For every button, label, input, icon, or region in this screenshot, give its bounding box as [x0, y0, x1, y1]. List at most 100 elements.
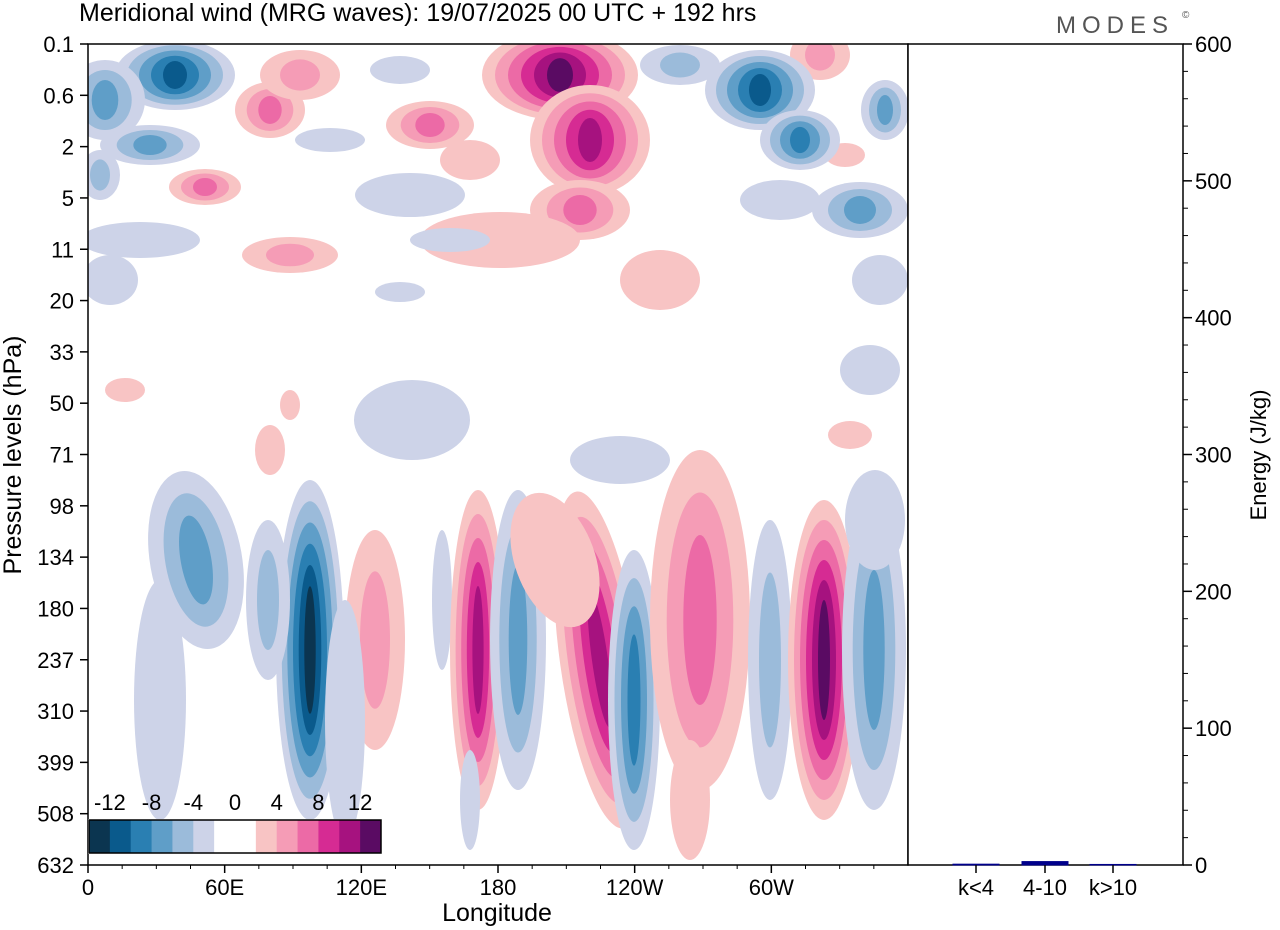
- colorbar-swatch: [130, 820, 153, 853]
- colorbar-swatch: [297, 820, 319, 853]
- figure-title: Meridional wind (MRG waves): 19/07/2025 …: [79, 0, 756, 27]
- energy-category-label: k>10: [1089, 875, 1137, 900]
- colorbar-label: 4: [271, 790, 283, 815]
- colorbar-swatch: [318, 820, 340, 853]
- y-tick-label: 11: [51, 237, 74, 262]
- contour-negative-region: [163, 61, 187, 89]
- colorbar-swatch: [255, 820, 278, 853]
- contour-positive-region: [587, 592, 613, 728]
- y-tick-label: 134: [37, 545, 74, 570]
- y-tick-label: 180: [37, 596, 74, 621]
- energy-panel: [907, 43, 1184, 866]
- energy-y-tick-label: 400: [1195, 306, 1232, 331]
- contour-negative-region: [840, 345, 900, 395]
- energy-bar: [1021, 861, 1069, 866]
- x-tick-label: 180: [480, 875, 517, 900]
- y-tick-label: 2: [62, 135, 74, 160]
- contour-negative-region: [325, 600, 365, 840]
- y-tick-label: 20: [50, 289, 74, 314]
- energy-y-tick-label: 0: [1195, 853, 1207, 878]
- contour-negative-region: [295, 128, 365, 152]
- contour-positive-region: [360, 571, 390, 709]
- modes-logo-mark: ©: [1182, 10, 1190, 21]
- contour-positive-region: [828, 421, 872, 449]
- colorbar-label: -12: [94, 790, 126, 815]
- contour-negative-region: [354, 380, 470, 460]
- contour-positive-region: [620, 250, 700, 310]
- contour-positive-region: [805, 44, 835, 71]
- contour-positive-region: [105, 378, 145, 402]
- contour-negative-region: [88, 255, 138, 305]
- contour-positive-region: [683, 535, 717, 705]
- colorbar-label: -8: [142, 790, 162, 815]
- colorbar-swatch: [89, 820, 111, 853]
- contour-positive-region: [193, 178, 217, 196]
- contour-negative-region: [877, 95, 893, 125]
- colorbar-label: -4: [184, 790, 204, 815]
- contour-negative-region: [460, 750, 480, 850]
- y-tick-label: 98: [50, 494, 74, 519]
- x-tick-label: 120W: [606, 875, 664, 900]
- contour-positive-region: [7, 700, 23, 820]
- contour-negative-region: [852, 255, 908, 305]
- colorbar-swatch: [276, 820, 299, 853]
- colorbar-swatch: [214, 820, 236, 853]
- contour-positive-region: [255, 425, 285, 475]
- colorbar-label: 0: [229, 790, 241, 815]
- energy-bars: 0 100 200 300 400 500 600 k<4 4-10 k>10: [952, 32, 1232, 900]
- contour-negative-region: [91, 80, 119, 120]
- contour-negative-region: [508, 565, 528, 715]
- contour-positive-region: [578, 118, 602, 162]
- contour-negative-region: [179, 515, 213, 605]
- contour-positive-region: [472, 586, 484, 714]
- y-tick-label: 237: [37, 648, 74, 673]
- x-tick-label: 60W: [749, 875, 794, 900]
- colorbar-label: 12: [348, 790, 372, 815]
- contour-negative-region: [844, 196, 876, 224]
- colorbar-label: 8: [312, 790, 324, 815]
- y-tick-label: 508: [37, 802, 74, 827]
- contour-positive-region: [547, 58, 573, 92]
- contour-positive-region: [818, 600, 830, 720]
- colorbar-swatch: [339, 820, 361, 853]
- colorbar-swatch: [360, 820, 382, 853]
- contour-axes: 0.1 0.6 2 5 11 20 33 50 71 98 134 180 237 310 399 508 63…: [37, 32, 875, 900]
- contour-plot: [0, 44, 908, 865]
- contour-negative-region: [370, 56, 430, 84]
- contour-negative-region: [660, 52, 700, 78]
- x-axis-label: Longitude: [442, 899, 552, 927]
- energy-axis-label: Energy (J/kg): [1246, 390, 1271, 521]
- contour-positive-region: [258, 96, 282, 124]
- colorbar-swatch: [172, 820, 194, 853]
- contour-positive-region: [280, 59, 320, 91]
- energy-y-tick-label: 200: [1195, 579, 1232, 604]
- contour-negative-region: [740, 180, 820, 220]
- contour-negative-region: [845, 470, 905, 570]
- contour-negative-region: [90, 159, 110, 191]
- contour-positive-region: [510, 492, 600, 628]
- colorbar-swatch: [151, 820, 173, 853]
- energy-y-tick-label: 300: [1195, 443, 1232, 468]
- energy-bar: [1089, 863, 1137, 866]
- energy-y-tick-label: 600: [1195, 32, 1232, 57]
- contour-negative-region: [375, 282, 425, 302]
- y-tick-label: 0.6: [43, 83, 74, 108]
- colorbar-swatch: [235, 820, 257, 853]
- x-tick-label: 0: [82, 875, 94, 900]
- contour-positive-region: [415, 113, 445, 137]
- contour-positive-region: [0, 670, 31, 850]
- y-tick-label: 632: [37, 853, 74, 878]
- y-tick-label: 0.1: [43, 32, 74, 57]
- contour-negative-region: [627, 634, 641, 766]
- contour-positive-region: [563, 195, 597, 225]
- energy-bar: [952, 863, 1000, 866]
- y-tick-label: 50: [50, 391, 74, 416]
- contour-negative-region: [355, 173, 465, 217]
- contour-negative-region: [133, 135, 167, 155]
- y-tick-label: 5: [62, 186, 74, 211]
- contour-positive-region: [440, 140, 500, 180]
- energy-y-tick-label: 500: [1195, 169, 1232, 194]
- colorbar-swatch: [109, 820, 132, 853]
- contour-positive-region: [280, 390, 300, 420]
